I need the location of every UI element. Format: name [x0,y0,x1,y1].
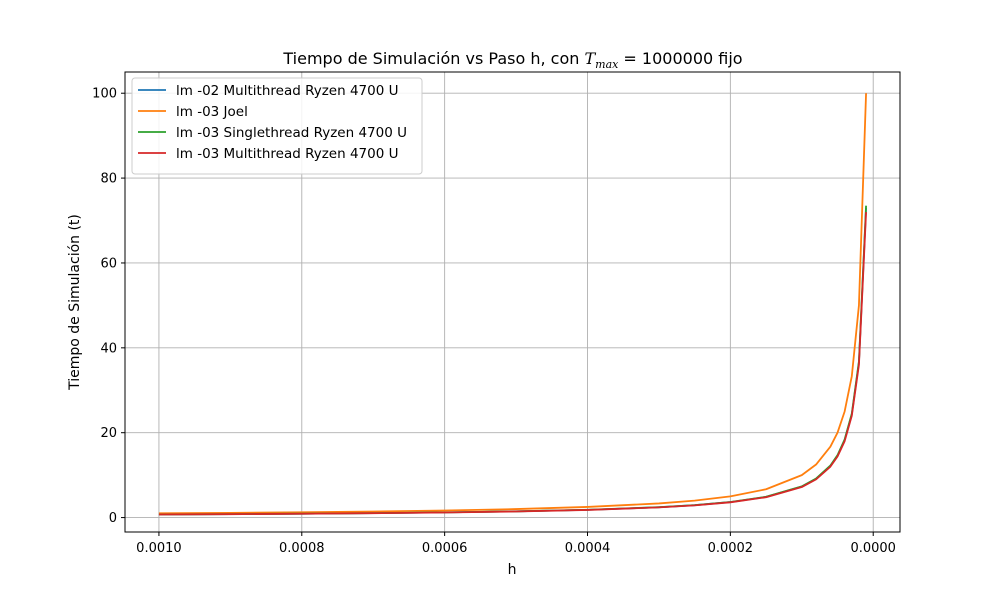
x-tick-label: 0.0004 [565,541,611,556]
legend-box [131,77,423,175]
plot-area-border [124,71,901,533]
legend-label-3: lm -03 Multithread Ryzen 4700 U [176,146,398,162]
y-tick-label: 20 [100,426,117,441]
grid [125,72,900,532]
series-lines [158,93,867,516]
legend-label-0: lm -02 Multithread Ryzen 4700 U [176,83,398,99]
y-tick-label: 0 [109,511,117,526]
y-tick-label: 100 [92,87,117,102]
x-tick-label: 0.0010 [136,541,182,556]
x-tick-label: 0.0002 [708,541,754,556]
y-tick-label: 80 [100,172,117,187]
y-tick-label: 60 [100,256,117,271]
legend: lm -02 Multithread Ryzen 4700 U lm -03 Jo… [131,77,423,175]
legend-label-2: lm -03 Singlethread Ryzen 4700 U [176,125,407,141]
series-line-1 [158,93,867,515]
x-axis-label: h [508,562,517,578]
x-tick-label: 0.0000 [850,541,896,556]
x-axis-ticks: 0.0010 0.0008 0.0006 0.0004 0.0002 0.0000 [136,532,896,556]
x-tick-label: 0.0006 [422,541,468,556]
y-axis-label: Tiempo de Simulación (t) [67,214,83,391]
series-line-3 [158,211,867,516]
y-tick-label: 40 [100,341,117,356]
y-axis-ticks: 0 20 40 60 80 100 [92,87,125,526]
x-tick-label: 0.0008 [279,541,325,556]
chart-title: Tiempo de Simulación vs Paso h, con Tmax… [282,49,742,71]
legend-label-1: lm -03 Joel [176,104,248,120]
